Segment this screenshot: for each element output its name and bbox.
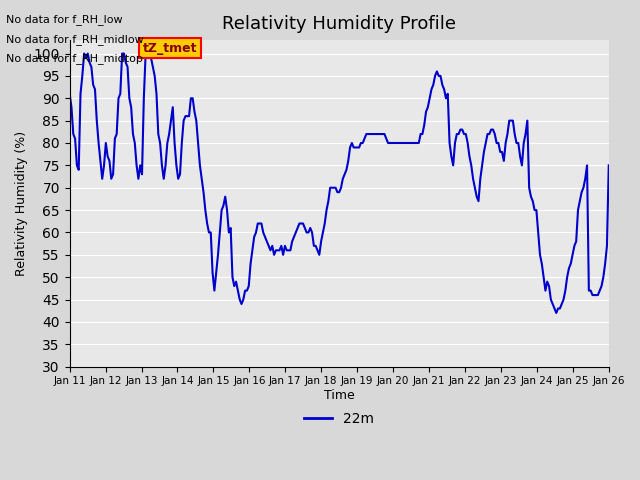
Text: No data for f_RH_midlow: No data for f_RH_midlow	[6, 34, 144, 45]
Text: tZ_tmet: tZ_tmet	[143, 42, 197, 55]
X-axis label: Time: Time	[324, 389, 355, 402]
Title: Relativity Humidity Profile: Relativity Humidity Profile	[222, 15, 456, 33]
Y-axis label: Relativity Humidity (%): Relativity Humidity (%)	[15, 131, 28, 276]
Legend: 22m: 22m	[299, 407, 380, 432]
Text: No data for f_RH_low: No data for f_RH_low	[6, 14, 123, 25]
Text: No data for f_RH_midtop: No data for f_RH_midtop	[6, 53, 143, 64]
